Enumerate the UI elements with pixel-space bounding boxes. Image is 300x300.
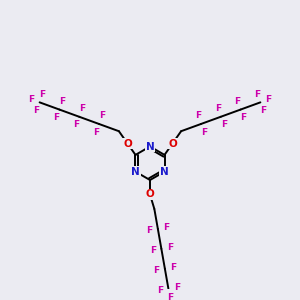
Text: O: O [146,190,154,200]
Text: F: F [167,292,173,300]
Text: F: F [266,95,272,104]
Text: O: O [168,139,177,148]
Text: F: F [73,120,80,129]
Text: F: F [150,246,156,255]
Text: F: F [99,111,105,120]
Text: F: F [153,266,159,275]
Text: F: F [40,90,46,99]
Text: F: F [163,223,170,232]
Text: O: O [123,139,132,148]
Text: F: F [167,243,173,252]
Text: F: F [220,120,227,129]
Text: F: F [215,104,221,113]
Text: F: F [59,97,65,106]
Text: F: F [170,263,176,272]
Text: F: F [235,97,241,106]
Text: N: N [160,167,169,177]
Text: F: F [260,106,266,115]
Text: F: F [53,113,59,122]
Text: F: F [157,286,163,295]
Text: F: F [254,90,260,99]
Text: F: F [146,226,152,235]
Text: F: F [201,128,207,136]
Text: F: F [174,283,180,292]
Text: N: N [131,167,140,177]
Text: F: F [195,111,201,120]
Text: F: F [79,104,85,113]
Text: F: F [93,128,99,136]
Text: F: F [34,106,40,115]
Text: F: F [28,95,34,104]
Text: F: F [241,113,247,122]
Text: N: N [146,142,154,152]
